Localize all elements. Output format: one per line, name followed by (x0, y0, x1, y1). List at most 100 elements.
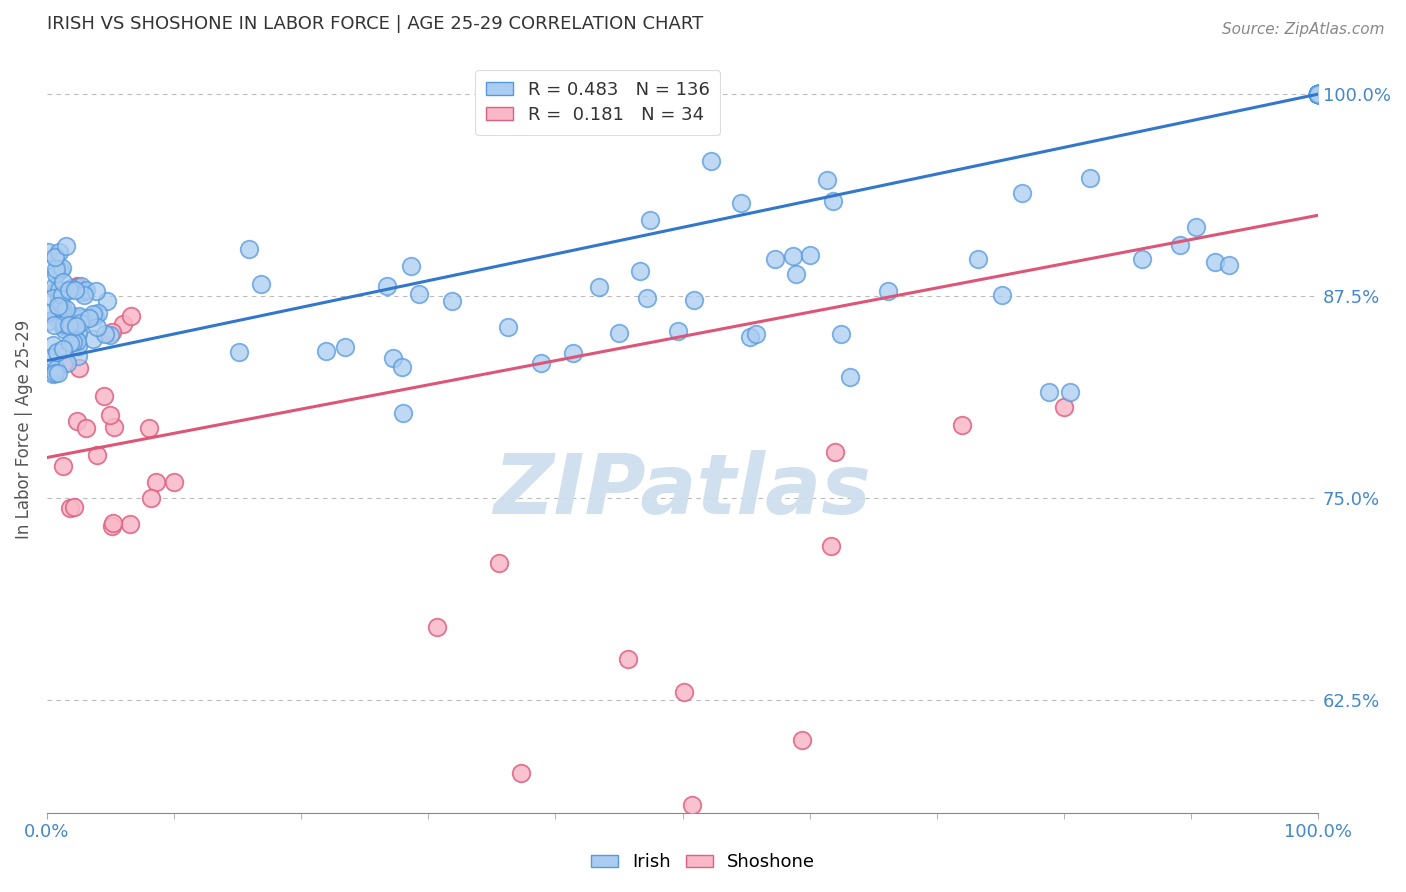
Point (63, 332, 86, 346)
Point (101, 516, 124, 530)
Point (42, 337, 65, 351)
Point (782, 249, 804, 263)
Point (991, 288, 1014, 302)
Point (48, 283, 70, 297)
Point (65, 318, 87, 333)
Point (66, 278, 89, 293)
Point (66, 280, 89, 294)
Point (55, 302, 77, 317)
Point (1204, 254, 1226, 268)
Point (82, 332, 104, 346)
Point (966, 252, 988, 266)
Point (42, 291, 65, 305)
Point (67, 326, 90, 341)
Point (588, 279, 610, 293)
Y-axis label: In Labor Force | Age 25-29: In Labor Force | Age 25-29 (15, 319, 32, 539)
Text: ZIPatlas: ZIPatlas (494, 450, 872, 531)
Point (228, 345, 250, 359)
Point (529, 356, 551, 370)
Point (1218, 258, 1240, 272)
Point (824, 444, 846, 458)
Point (48, 292, 70, 306)
Point (66, 334, 89, 349)
Point (1053, 400, 1076, 414)
Point (98, 408, 121, 422)
Point (820, 540, 842, 554)
Point (681, 797, 703, 812)
Point (59, 281, 82, 295)
Point (666, 324, 689, 338)
Point (1308, 87, 1330, 102)
Point (67, 361, 90, 376)
Point (55, 318, 77, 332)
Point (617, 652, 640, 666)
Point (1308, 87, 1330, 102)
Point (821, 194, 844, 208)
Point (792, 733, 814, 747)
Point (84, 285, 107, 299)
Point (399, 259, 422, 273)
Point (93, 389, 115, 403)
Point (53, 321, 76, 335)
Point (42, 368, 65, 382)
Point (51, 287, 73, 301)
Point (1308, 87, 1330, 102)
Point (799, 248, 821, 262)
Legend: R = 0.483   N = 136, R =  0.181   N = 34: R = 0.483 N = 136, R = 0.181 N = 34 (475, 70, 720, 135)
Point (42, 318, 65, 332)
Point (830, 327, 852, 342)
Point (52, 317, 75, 331)
Legend: Irish, Shoshone: Irish, Shoshone (583, 847, 823, 879)
Point (101, 519, 124, 533)
Point (1308, 87, 1330, 102)
Point (70, 278, 93, 293)
Point (59, 322, 82, 336)
Point (628, 263, 651, 277)
Point (145, 475, 167, 489)
Point (1308, 87, 1330, 102)
Point (745, 327, 768, 342)
Point (45, 267, 67, 281)
Point (375, 278, 398, 293)
Point (49, 301, 72, 315)
Point (86, 319, 108, 334)
Point (638, 212, 661, 227)
Point (496, 320, 519, 334)
Point (44, 250, 66, 264)
Point (1308, 87, 1330, 102)
Point (682, 293, 704, 308)
Point (738, 330, 761, 344)
Point (86, 448, 108, 462)
Point (700, 154, 723, 169)
Point (139, 491, 162, 505)
Point (120, 309, 142, 323)
Point (1185, 219, 1208, 234)
Point (1038, 385, 1060, 400)
Point (58, 318, 80, 333)
Point (52, 275, 75, 289)
Point (730, 196, 752, 211)
Point (75, 420, 97, 434)
Point (52, 342, 75, 356)
Point (66, 414, 89, 428)
Point (1308, 87, 1330, 102)
Point (58, 500, 80, 515)
Text: IRISH VS SHOSHONE IN LABOR FORCE | AGE 25-29 CORRELATION CHART: IRISH VS SHOSHONE IN LABOR FORCE | AGE 2… (46, 15, 703, 33)
Point (382, 351, 405, 366)
Point (111, 317, 134, 331)
Point (48, 244, 70, 259)
Point (37, 244, 59, 259)
Point (44, 367, 66, 381)
Point (48, 366, 70, 380)
Point (1308, 87, 1330, 102)
Point (45, 261, 67, 276)
Point (86, 305, 108, 319)
Point (1308, 87, 1330, 102)
Point (103, 420, 125, 434)
Point (249, 277, 271, 291)
Point (1168, 238, 1191, 252)
Point (52, 318, 75, 333)
Point (315, 343, 337, 358)
Point (77, 311, 100, 326)
Point (1308, 87, 1330, 102)
